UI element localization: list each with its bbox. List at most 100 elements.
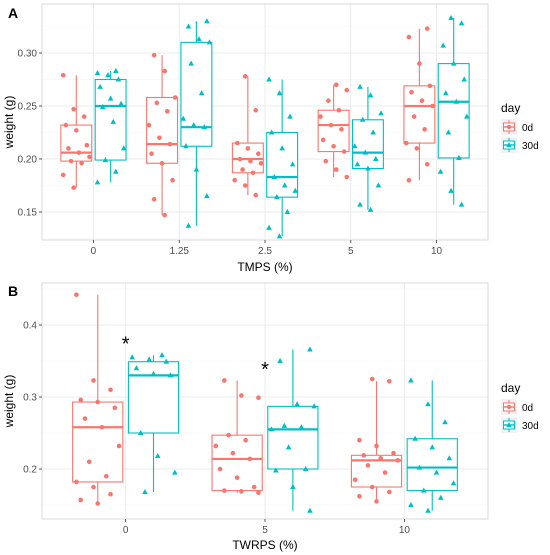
legend-key-30d bbox=[501, 137, 517, 153]
data-point bbox=[408, 501, 414, 508]
data-point bbox=[285, 444, 292, 450]
data-point bbox=[112, 405, 118, 411]
legend-label: 0d bbox=[522, 403, 533, 414]
data-point bbox=[79, 160, 84, 166]
data-point bbox=[268, 129, 275, 135]
x-tick-label: 0 bbox=[91, 246, 97, 257]
data-point bbox=[232, 177, 238, 183]
data-point bbox=[162, 212, 168, 218]
data-point bbox=[429, 444, 436, 450]
data-point bbox=[445, 129, 452, 135]
data-point bbox=[302, 465, 309, 472]
data-point bbox=[279, 145, 285, 151]
data-point bbox=[253, 192, 259, 198]
legend-key-30d bbox=[501, 417, 517, 433]
box-iqr bbox=[72, 401, 124, 483]
x-tick-label: 10 bbox=[399, 525, 411, 536]
data-point bbox=[361, 453, 367, 458]
data-point bbox=[251, 484, 257, 490]
data-point bbox=[142, 488, 148, 495]
data-point bbox=[339, 127, 344, 132]
data-point bbox=[248, 158, 253, 164]
data-point bbox=[105, 72, 111, 78]
data-point bbox=[99, 103, 106, 110]
y-axis-title: weight (g) bbox=[2, 375, 16, 429]
data-point bbox=[151, 52, 157, 58]
data-point bbox=[412, 435, 418, 441]
data-point bbox=[239, 489, 244, 494]
box-30d-2.5 bbox=[266, 79, 299, 237]
data-point bbox=[344, 174, 350, 180]
data-point bbox=[68, 158, 74, 164]
data-point bbox=[230, 450, 236, 456]
data-point bbox=[341, 149, 347, 154]
legend-label: 0d bbox=[522, 123, 533, 134]
data-point bbox=[87, 154, 92, 160]
data-point bbox=[102, 156, 109, 163]
data-point bbox=[298, 424, 305, 430]
data-point bbox=[409, 89, 414, 95]
data-point bbox=[416, 464, 423, 470]
data-point bbox=[419, 98, 425, 103]
data-point bbox=[206, 39, 213, 45]
data-point bbox=[91, 378, 96, 383]
data-point bbox=[256, 395, 261, 401]
data-point bbox=[287, 113, 293, 119]
box-iqr bbox=[403, 85, 436, 144]
panel-label: A bbox=[8, 5, 18, 21]
data-point bbox=[352, 143, 358, 149]
data-point bbox=[374, 443, 379, 449]
box-iqr bbox=[211, 434, 263, 492]
data-point bbox=[185, 23, 192, 29]
data-point bbox=[453, 98, 460, 104]
data-point bbox=[256, 490, 261, 496]
box-iqr bbox=[94, 78, 127, 161]
data-point bbox=[362, 149, 369, 155]
data-point bbox=[71, 106, 76, 112]
data-point bbox=[185, 222, 192, 228]
legend-title: day bbox=[501, 381, 520, 395]
data-point bbox=[242, 183, 248, 188]
data-point bbox=[159, 160, 165, 166]
data-point bbox=[86, 459, 92, 465]
data-point bbox=[146, 122, 152, 128]
data-point bbox=[94, 179, 101, 185]
data-point bbox=[333, 167, 339, 172]
data-point bbox=[242, 74, 248, 79]
data-point bbox=[311, 403, 317, 409]
data-point bbox=[256, 151, 261, 156]
panel-label: B bbox=[8, 283, 18, 299]
box-0d-10 bbox=[403, 28, 436, 181]
data-point bbox=[78, 497, 83, 503]
data-point bbox=[204, 18, 210, 24]
data-point bbox=[367, 206, 374, 212]
box-iqr bbox=[180, 41, 213, 147]
data-point bbox=[273, 467, 279, 473]
data-point bbox=[323, 158, 329, 164]
box-0d-5 bbox=[211, 380, 263, 493]
data-point bbox=[250, 170, 256, 176]
data-point bbox=[154, 452, 161, 459]
x-tick-label: 1.25 bbox=[169, 246, 189, 257]
data-point bbox=[411, 114, 417, 119]
data-point bbox=[149, 151, 154, 156]
x-tick-label: 5 bbox=[262, 525, 268, 536]
data-point bbox=[217, 466, 223, 472]
data-point bbox=[406, 34, 412, 40]
data-point bbox=[110, 118, 117, 124]
data-point bbox=[183, 143, 189, 149]
data-point bbox=[386, 489, 392, 495]
data-point bbox=[172, 95, 178, 100]
data-point bbox=[239, 393, 244, 398]
data-point bbox=[365, 463, 371, 468]
data-point bbox=[247, 456, 253, 462]
legend-title: day bbox=[501, 101, 520, 115]
data-point bbox=[307, 507, 313, 513]
data-point bbox=[450, 480, 457, 486]
data-point bbox=[258, 160, 264, 166]
significance-marker: * bbox=[122, 333, 130, 355]
data-point bbox=[424, 26, 430, 31]
data-point bbox=[357, 83, 363, 89]
data-point bbox=[290, 483, 296, 490]
